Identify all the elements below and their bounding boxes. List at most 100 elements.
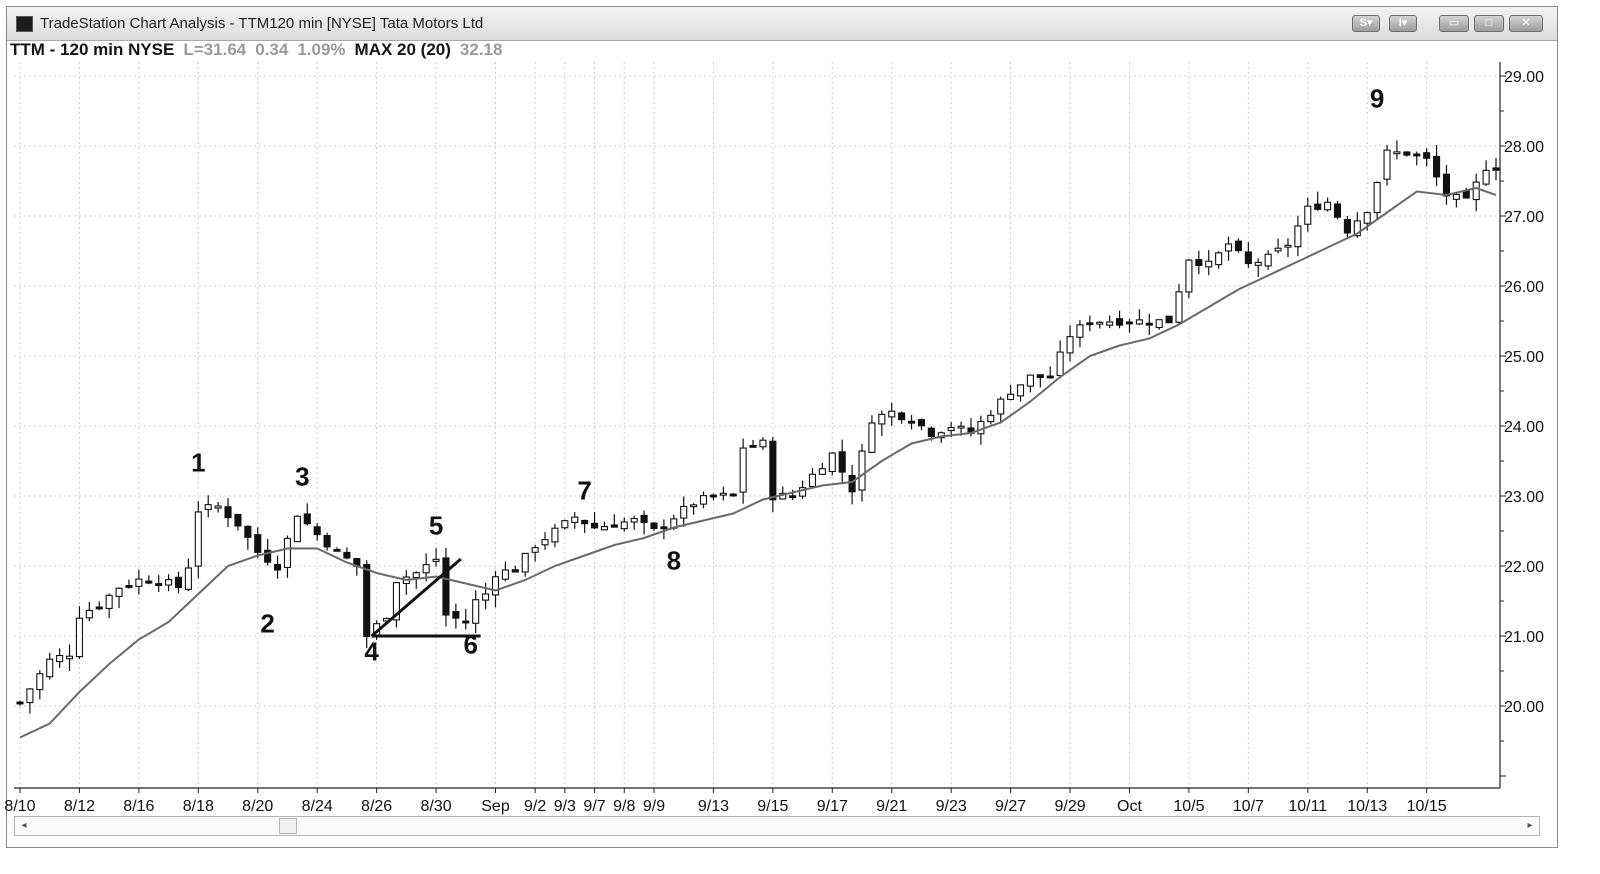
x-tick-label: 9/7 bbox=[583, 798, 605, 815]
candle bbox=[1254, 258, 1262, 277]
candle-body bbox=[690, 504, 698, 508]
candle-body bbox=[452, 611, 460, 619]
candle-body bbox=[264, 549, 272, 563]
window-title: TradeStation Chart Analysis - TTM120 min… bbox=[40, 15, 484, 32]
candle-body bbox=[472, 599, 480, 624]
candle-body bbox=[16, 701, 24, 705]
candle-body bbox=[1175, 291, 1183, 323]
x-tick-label: 9/13 bbox=[698, 798, 729, 815]
candle-body bbox=[26, 688, 34, 704]
candle bbox=[1076, 320, 1084, 348]
candle-body bbox=[165, 579, 173, 586]
candle bbox=[620, 517, 628, 532]
candle-body bbox=[927, 427, 935, 438]
title-bar[interactable]: TradeStation Chart Analysis - TTM120 min… bbox=[7, 7, 1557, 41]
candle-body bbox=[1116, 318, 1124, 326]
candle-body bbox=[1244, 251, 1252, 265]
close-icon[interactable]: ✕ bbox=[1509, 15, 1543, 32]
candle-body bbox=[1036, 374, 1044, 379]
candle-body bbox=[323, 535, 331, 548]
horizontal-scrollbar[interactable]: ◂ ▸ bbox=[14, 816, 1540, 836]
restore-icon[interactable]: □ bbox=[1474, 15, 1504, 32]
candle bbox=[1472, 173, 1480, 212]
candle bbox=[1373, 181, 1381, 221]
candle-body bbox=[997, 398, 1005, 415]
candle bbox=[1324, 197, 1332, 212]
s-menu-button[interactable]: S▾ bbox=[1352, 15, 1380, 32]
x-tick-label: 9/23 bbox=[936, 798, 967, 815]
candle-body bbox=[422, 564, 430, 574]
candle bbox=[125, 579, 133, 589]
candle bbox=[501, 561, 509, 582]
candle-body bbox=[1185, 259, 1193, 293]
candle bbox=[1036, 374, 1044, 388]
candle-body bbox=[155, 583, 163, 587]
candle-body bbox=[46, 658, 54, 678]
candle bbox=[808, 468, 817, 488]
candle-body bbox=[808, 473, 817, 488]
candle bbox=[26, 687, 34, 714]
candle bbox=[184, 558, 192, 592]
candle bbox=[640, 510, 648, 535]
scroll-thumb[interactable] bbox=[279, 818, 297, 834]
candle-body bbox=[1224, 243, 1233, 252]
candle-body bbox=[254, 534, 262, 553]
candle bbox=[165, 574, 173, 592]
x-tick-label: Sep bbox=[481, 798, 510, 815]
candle-body bbox=[699, 495, 708, 505]
candle-body bbox=[987, 414, 995, 423]
candle-body bbox=[1452, 193, 1460, 200]
candle bbox=[1116, 310, 1124, 329]
candle-body bbox=[442, 557, 450, 616]
candle bbox=[1056, 340, 1064, 379]
x-tick-label: 8/12 bbox=[64, 798, 95, 815]
candle bbox=[630, 515, 638, 530]
last-price: L=31.64 bbox=[183, 40, 247, 59]
i-menu-button[interactable]: I▾ bbox=[1389, 15, 1417, 32]
x-tick-label: 10/5 bbox=[1173, 798, 1204, 815]
candle bbox=[997, 396, 1005, 424]
candle bbox=[561, 519, 569, 530]
wave-annotations: 1 2 3 4 5 6 7 8 9 bbox=[191, 84, 1384, 667]
candle bbox=[729, 492, 737, 497]
candle-body bbox=[749, 444, 757, 448]
candle-body bbox=[363, 563, 371, 637]
candle-body bbox=[125, 585, 133, 588]
moving-average-line bbox=[19, 186, 1497, 739]
candle-body bbox=[65, 655, 74, 660]
candle bbox=[818, 462, 826, 475]
x-tick-label: 9/27 bbox=[995, 798, 1026, 815]
minimize-icon[interactable]: ▭ bbox=[1439, 15, 1469, 32]
candle-body bbox=[1106, 321, 1114, 326]
candle-body bbox=[838, 451, 846, 473]
candle bbox=[1165, 315, 1173, 324]
candle bbox=[1452, 193, 1460, 208]
chart-header: TTM - 120 min NYSE L=31.64 0.34 1.09% MAX 20… bbox=[10, 40, 511, 60]
wave-label: 7 bbox=[577, 476, 591, 506]
candle-body bbox=[462, 620, 470, 624]
candle-body bbox=[1076, 324, 1084, 338]
candle-body bbox=[1482, 169, 1490, 185]
x-tick-label: 9/8 bbox=[613, 798, 635, 815]
candle-body bbox=[620, 521, 628, 530]
candle-body bbox=[1393, 151, 1401, 155]
candle bbox=[610, 514, 618, 528]
candle bbox=[749, 439, 757, 448]
candle bbox=[1185, 258, 1193, 299]
candle-body bbox=[1086, 322, 1094, 326]
scroll-right-icon[interactable]: ▸ bbox=[1527, 820, 1533, 831]
candle bbox=[155, 575, 163, 592]
candle-body bbox=[224, 506, 232, 519]
candle bbox=[194, 501, 202, 579]
trendline bbox=[370, 557, 462, 638]
candle bbox=[591, 511, 599, 530]
scroll-left-icon[interactable]: ◂ bbox=[21, 820, 27, 831]
candle bbox=[224, 498, 232, 527]
candle bbox=[1492, 157, 1500, 181]
y-tick-label: 20.00 bbox=[1504, 699, 1544, 716]
candle-body bbox=[491, 576, 500, 596]
candle-body bbox=[274, 564, 282, 571]
candle-body bbox=[729, 493, 737, 497]
x-tick-label: 9/2 bbox=[524, 798, 546, 815]
